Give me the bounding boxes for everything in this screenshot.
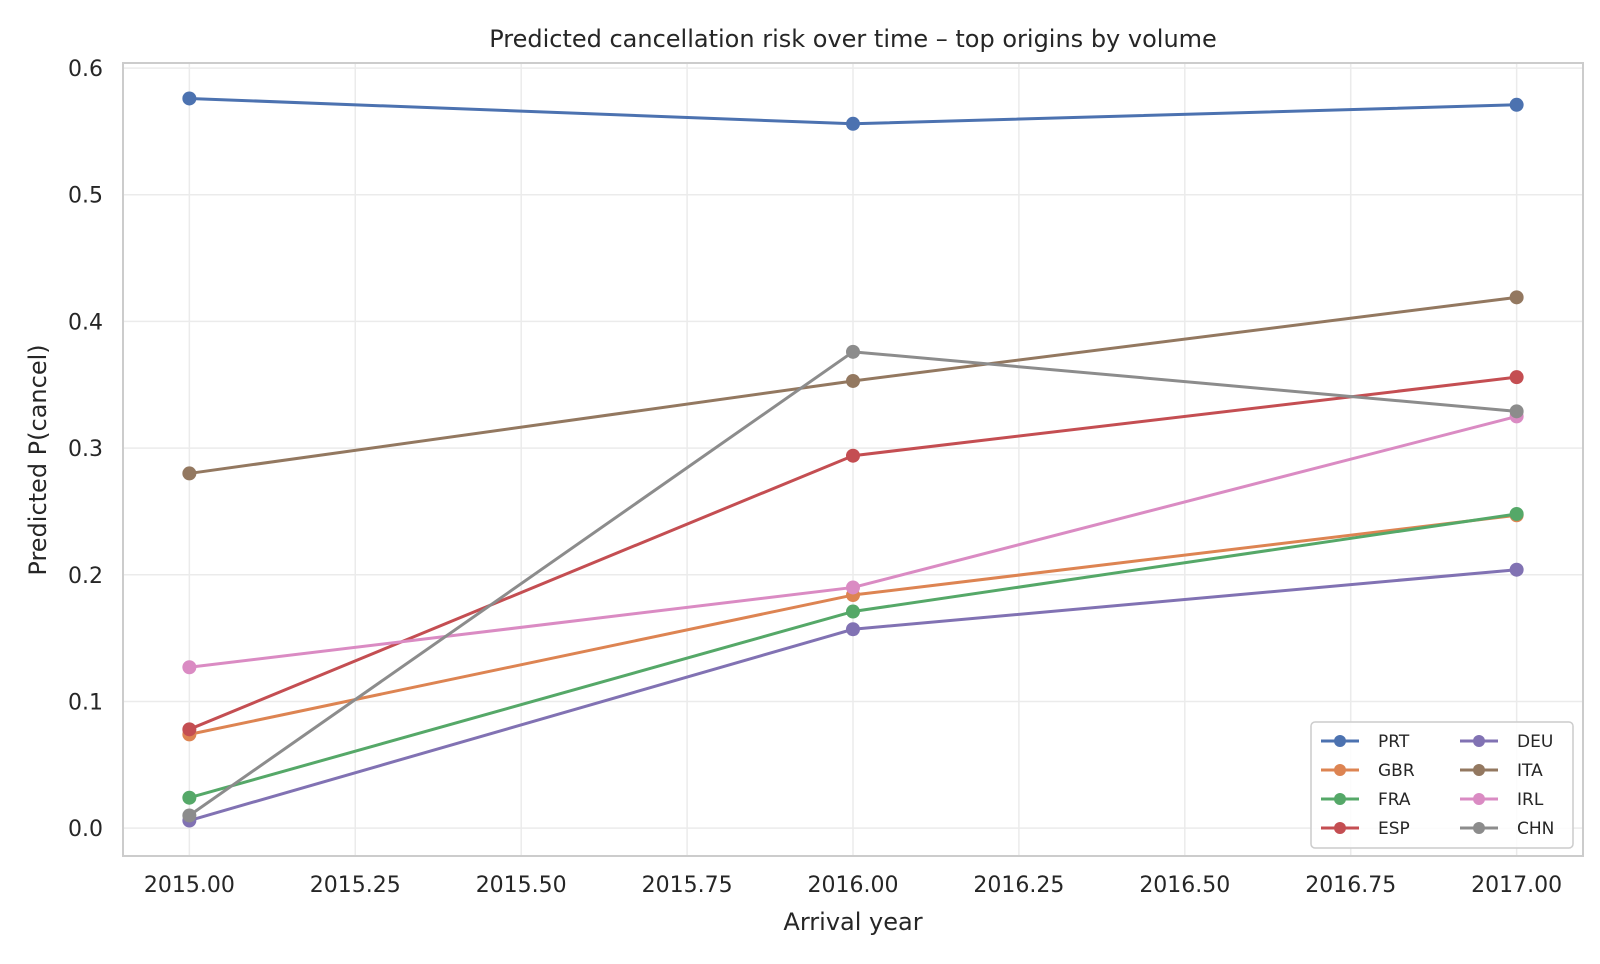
legend-swatch-marker xyxy=(1334,735,1346,747)
series-chn xyxy=(182,344,1524,823)
data-point-deu xyxy=(1509,562,1524,577)
x-tick-label: 2016.50 xyxy=(1139,873,1230,898)
y-tick-label: 0.1 xyxy=(68,690,103,715)
series-esp xyxy=(182,370,1524,737)
legend-swatch-marker xyxy=(1473,793,1485,805)
plot-area-frame xyxy=(122,62,1584,857)
data-point-chn xyxy=(846,344,860,359)
legend-item-prt: PRT xyxy=(1321,732,1410,752)
legend-label-fra: FRA xyxy=(1378,790,1411,810)
y-tick-label: 0.6 xyxy=(68,57,103,82)
data-point-fra xyxy=(182,790,197,805)
x-tick-label: 2016.75 xyxy=(1305,873,1396,898)
legend-item-deu: DEU xyxy=(1460,732,1553,752)
data-point-irl xyxy=(846,580,860,595)
legend-item-chn: CHN xyxy=(1460,819,1554,839)
data-point-ita xyxy=(1509,290,1524,305)
legend-swatch-marker xyxy=(1473,764,1485,776)
legend-item-esp: ESP xyxy=(1321,819,1410,839)
series-deu xyxy=(182,562,1524,828)
x-tick-label: 2015.75 xyxy=(642,873,733,898)
legend-box xyxy=(1310,721,1574,849)
series-prt xyxy=(182,91,1524,131)
legend-label-prt: PRT xyxy=(1378,732,1410,752)
legend-label-ita: ITA xyxy=(1517,761,1543,781)
legend: PRT GBR FRA ESP DEU ITA IRL CHN xyxy=(1310,721,1574,849)
x-tick-label: 2015.25 xyxy=(310,873,401,898)
y-tick-label: 0.0 xyxy=(68,817,103,842)
x-tick-label: 2016.00 xyxy=(808,873,899,898)
legend-item-gbr: GBR xyxy=(1321,761,1415,781)
series-ita xyxy=(182,290,1524,481)
data-point-prt xyxy=(846,116,860,131)
data-point-prt xyxy=(1509,97,1524,112)
x-tick-label: 2017.00 xyxy=(1471,873,1562,898)
legend-swatch-marker xyxy=(1334,822,1346,834)
data-point-ita xyxy=(846,373,860,388)
x-tick-label: 2016.25 xyxy=(973,873,1064,898)
data-point-deu xyxy=(846,622,860,637)
y-axis-label: Predicted P(cancel) xyxy=(24,344,52,575)
x-axis-label: Arrival year xyxy=(783,908,922,936)
data-point-fra xyxy=(1509,506,1524,521)
legend-label-gbr: GBR xyxy=(1378,761,1415,781)
data-point-esp xyxy=(846,448,860,463)
series-fra xyxy=(182,506,1524,805)
series-layer xyxy=(182,91,1524,828)
legend-label-irl: IRL xyxy=(1517,790,1544,810)
legend-swatch-marker xyxy=(1473,822,1485,834)
data-point-prt xyxy=(182,91,197,106)
legend-item-fra: FRA xyxy=(1321,790,1411,810)
legend-item-ita: ITA xyxy=(1460,761,1543,781)
legend-swatch-marker xyxy=(1334,793,1346,805)
y-tick-label: 0.4 xyxy=(68,310,103,335)
legend-swatch-marker xyxy=(1334,764,1346,776)
legend-swatch-marker xyxy=(1473,735,1485,747)
data-point-esp xyxy=(1509,370,1524,385)
data-point-irl xyxy=(182,660,197,675)
y-tick-label: 0.2 xyxy=(68,564,103,589)
x-tick-label: 2015.00 xyxy=(144,873,235,898)
data-point-chn xyxy=(1509,404,1524,419)
data-point-fra xyxy=(846,604,860,619)
legend-label-esp: ESP xyxy=(1378,819,1410,839)
x-tick-label: 2015.50 xyxy=(476,873,567,898)
y-tick-label: 0.5 xyxy=(68,184,103,209)
y-tick-label: 0.3 xyxy=(68,437,103,462)
data-point-ita xyxy=(182,466,197,481)
chart-title: Predicted cancellation risk over time – … xyxy=(489,25,1217,53)
legend-item-irl: IRL xyxy=(1460,790,1544,810)
data-point-chn xyxy=(182,808,197,823)
legend-label-chn: CHN xyxy=(1517,819,1554,839)
data-point-esp xyxy=(182,722,197,737)
legend-label-deu: DEU xyxy=(1517,732,1553,752)
x-axis-ticks: 2015.00 2015.25 2015.50 2015.75 2016.00 2016.… xyxy=(144,873,1562,898)
y-axis-ticks: 0.0 0.1 0.2 0.3 0.4 0.5 0.6 xyxy=(68,57,103,842)
